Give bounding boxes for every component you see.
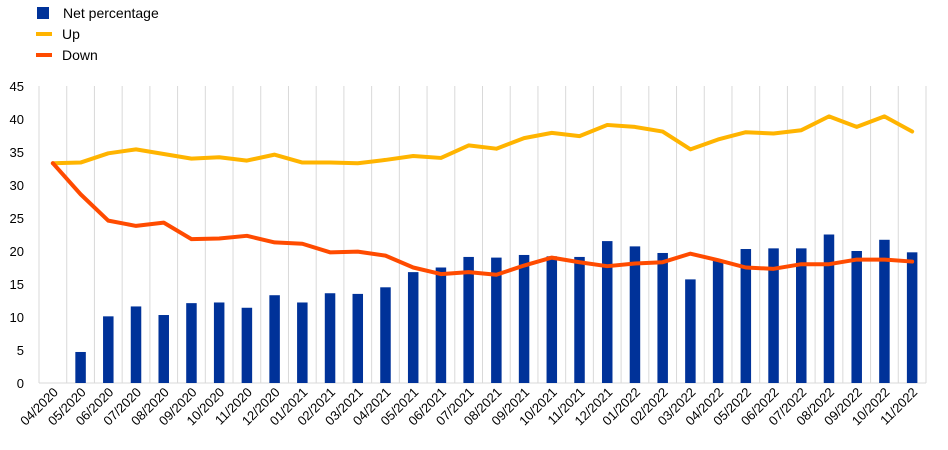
bar-net-percentage [879,239,890,383]
bar-net-percentage [241,307,253,383]
bar-net-percentage [491,257,502,383]
chart-legend: Net percentage Up Down [36,2,159,65]
bar-net-percentage [851,251,862,383]
bar-net-percentage [435,267,447,383]
bar-net-percentage [158,315,169,383]
bar-net-percentage [768,248,779,383]
legend-swatch-down [36,52,52,57]
legend-item-down: Down [36,44,159,65]
bar-net-percentage [712,260,724,383]
bar-net-percentage [297,302,308,383]
y-tick-label: 30 [10,178,24,193]
bar-net-percentage [906,252,918,383]
y-tick-label: 10 [10,310,24,325]
line-up [50,114,915,166]
bar-net-percentage [380,287,391,383]
legend-item-up: Up [36,23,159,44]
bar-net-percentage [463,256,474,383]
bar-net-percentage [213,302,225,383]
y-tick-label: 20 [10,244,24,259]
bar-net-percentage [352,293,364,383]
y-tick-label: 25 [10,211,24,226]
bar-net-percentage [269,295,280,383]
legend-label-down: Down [62,46,98,63]
y-tick-label: 40 [10,112,24,127]
y-tick-label: 15 [10,277,24,292]
y-tick-label: 0 [17,376,24,391]
bar-net-percentage [796,248,807,383]
bar-net-percentage [685,279,696,383]
y-tick-label: 5 [17,343,24,358]
bar-net-percentage [407,272,419,383]
bar-net-percentage [103,316,114,383]
bar-net-percentage [130,306,142,383]
bar-net-percentage [574,256,585,383]
bar-net-percentage [657,252,668,383]
bar-net-percentage [823,234,835,383]
bar-net-percentage [186,303,197,383]
bar-net-percentage [324,293,336,383]
bar-net-percentage [740,249,752,383]
legend-label-net-percentage: Net percentage [63,4,159,21]
legend-item-net-percentage: Net percentage [37,2,159,23]
bar-net-percentage [601,241,613,383]
bar-net-percentage [546,256,558,383]
bar-net-percentage [75,351,86,383]
legend-swatch-net-percentage [37,6,49,19]
bar-net-percentage [629,246,641,383]
y-tick-label: 35 [10,145,24,160]
bar-net-percentage [518,254,530,383]
legend-swatch-up [36,31,52,36]
legend-label-up: Up [62,25,80,42]
y-tick-label: 45 [10,79,24,94]
line-down [50,161,915,277]
